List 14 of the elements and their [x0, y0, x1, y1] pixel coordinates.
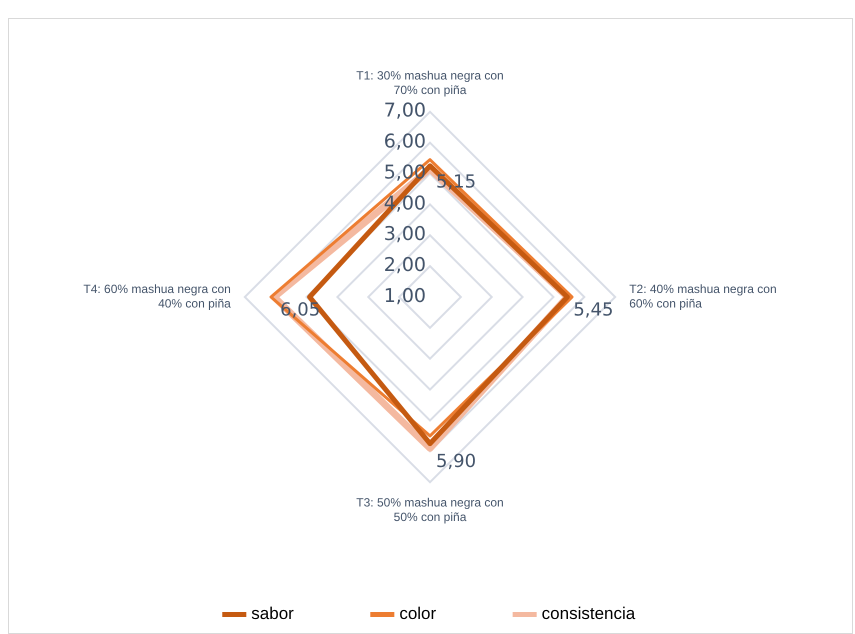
legend-label: consistencia [542, 604, 636, 624]
y-tick-label: 2,00 [384, 254, 426, 276]
spoke-label: T1: 30% mashua negra con 70% con piña [356, 68, 504, 97]
spoke-label: T3: 50% mashua negra con 50% con piña [356, 496, 504, 524]
legend-label: color [399, 604, 436, 624]
y-tick-label: 6,00 [384, 130, 426, 153]
spoke-label: T4: 60% mashua negra con 40% con piña [83, 282, 232, 311]
y-tick-label: 7,00 [384, 100, 426, 122]
data-label: 5,90 [436, 450, 476, 472]
y-tick-label: 3,00 [384, 223, 426, 246]
data-label: 5,45 [573, 300, 614, 321]
y-tick-label: 1,00 [384, 284, 426, 307]
spoke-label: T2: 40% mashua negra con 60% con piña [629, 282, 777, 311]
legend-label: sabor [251, 604, 294, 624]
